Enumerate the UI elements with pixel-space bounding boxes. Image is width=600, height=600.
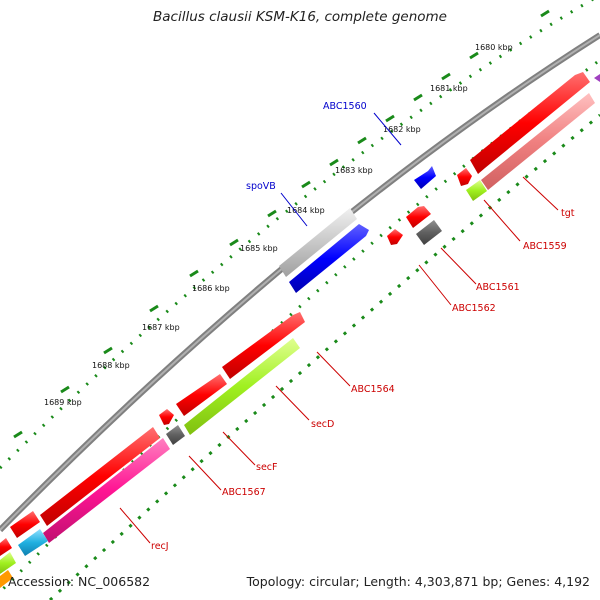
gene-recj-red-tail[interactable] — [10, 511, 40, 538]
tick-label: 1683 kbp — [335, 166, 373, 175]
tick-label: 1681 kbp — [430, 84, 468, 93]
gene-abc1561-dark[interactable] — [416, 220, 442, 245]
gene-label-abc1564[interactable]: ABC1564 — [351, 384, 395, 395]
forward-strand-features[interactable] — [279, 74, 600, 293]
tick-label: 1689 kbp — [44, 398, 82, 407]
gene-label-abc1562[interactable]: ABC1562 — [452, 303, 496, 314]
leader-abc1560 — [373, 112, 402, 146]
gene-small-red[interactable] — [457, 168, 472, 186]
tick-label: 1684 kbp — [287, 206, 325, 215]
gene-abc1561-red[interactable] — [406, 206, 431, 228]
gene-label-secd[interactable]: secD — [311, 419, 334, 430]
leader-abc1561 — [440, 247, 477, 285]
outer-dotted-ring — [0, 0, 595, 470]
gene-spovb-grey[interactable] — [279, 208, 357, 277]
gene-label-abc1559[interactable]: ABC1559 — [523, 241, 567, 252]
tick-label: 1680 kbp — [475, 43, 513, 52]
reverse-strand-features[interactable] — [0, 72, 595, 588]
gene-abc1562-red[interactable] — [387, 229, 403, 245]
leader-abc1559 — [483, 199, 521, 242]
gene-abc1559-lime[interactable] — [466, 180, 487, 201]
gene-secf-small[interactable] — [159, 409, 174, 425]
leader-tgt — [522, 176, 559, 211]
gene-label-spovb[interactable]: spoVB — [246, 181, 276, 192]
tick-label: 1688 kbp — [92, 361, 130, 370]
gene-recj-pink[interactable] — [43, 438, 170, 543]
leader-secd — [275, 385, 310, 421]
gene-label-secf[interactable]: secF — [256, 462, 277, 473]
genome-summary-text: Topology: circular; Length: 4,303,871 bp… — [246, 574, 590, 589]
map-title: Bacillus clausii KSM-K16, complete genom… — [153, 9, 447, 25]
gene-tgt-red[interactable] — [470, 72, 590, 174]
tick-label: 1682 kbp — [383, 125, 421, 134]
leader-secf — [222, 431, 256, 466]
gene-secf-dark[interactable] — [166, 425, 185, 445]
gene-edge-lime[interactable] — [0, 552, 16, 574]
leader-recj — [119, 507, 151, 544]
purple-feature-edge[interactable] — [594, 74, 600, 82]
gene-edge-red[interactable] — [0, 538, 12, 556]
inner-dotted-ring — [48, 113, 600, 600]
gene-abc1564-red[interactable] — [222, 312, 305, 379]
gene-label-abc1567[interactable]: ABC1567 — [222, 487, 266, 498]
gene-abc1560-arrow[interactable] — [414, 166, 436, 189]
gene-secd-red-a[interactable] — [176, 374, 227, 416]
gene-label-abc1561[interactable]: ABC1561 — [476, 282, 520, 293]
leader-abc1567 — [188, 455, 222, 491]
gene-edge-orange[interactable] — [0, 570, 13, 588]
tick-label: 1687 kbp — [142, 323, 180, 332]
gene-label-tgt[interactable]: tgt — [561, 208, 575, 219]
major-ticks — [13, 9, 550, 439]
gene-secd-lime[interactable] — [184, 338, 300, 435]
leader-abc1564 — [316, 351, 351, 387]
gene-tgt-salmon[interactable] — [481, 93, 595, 190]
gene-cyan[interactable] — [18, 529, 48, 556]
tick-label: 1686 kbp — [192, 284, 230, 293]
leader-abc1562 — [418, 264, 452, 306]
gene-abc1567-red[interactable] — [40, 427, 160, 526]
gene-label-recj[interactable]: recJ — [151, 541, 169, 552]
leader-spovb — [280, 192, 308, 227]
gene-spovb-blue[interactable] — [289, 224, 369, 293]
tick-label: 1685 kbp — [240, 244, 278, 253]
accession-text: Accession: NC_006582 — [8, 574, 151, 589]
gene-label-abc1560[interactable]: ABC1560 — [323, 101, 367, 112]
